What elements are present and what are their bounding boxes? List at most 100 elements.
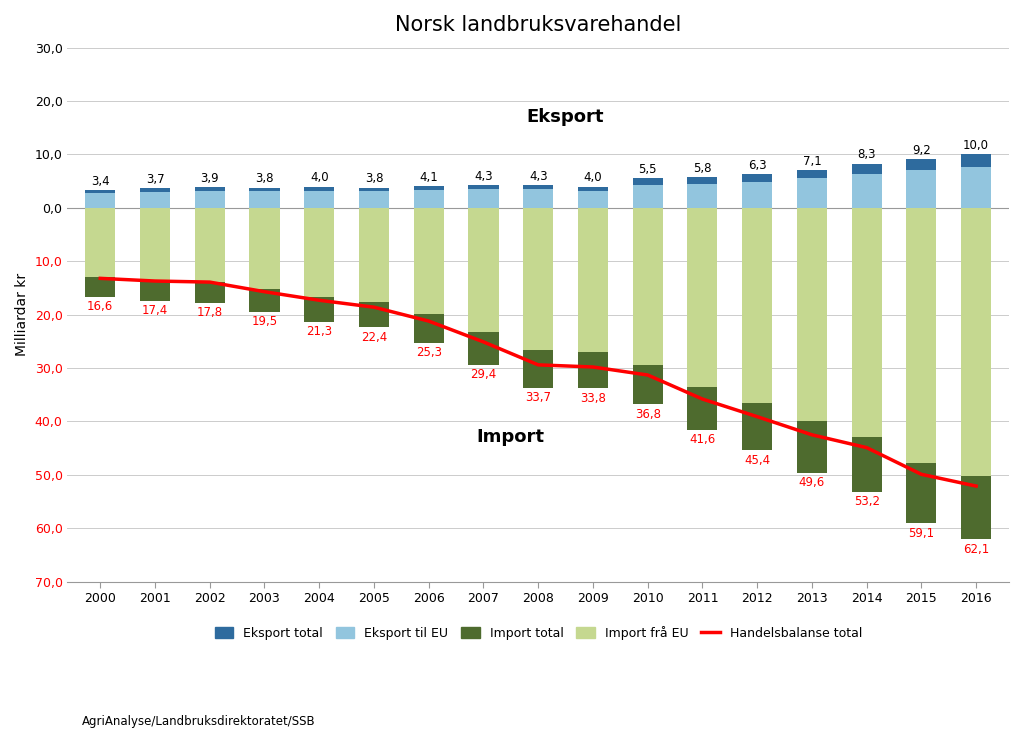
Bar (687, 184, 718, 208)
Text: 8,3: 8,3 (857, 149, 876, 161)
Bar (578, 352, 608, 389)
Bar (523, 208, 553, 351)
Bar (633, 208, 663, 365)
Bar (304, 191, 334, 208)
Bar (304, 187, 334, 191)
Bar (414, 186, 443, 190)
Text: AgriAnalyse/Landbruksdirektoratet/SSB: AgriAnalyse/Landbruksdirektoratet/SSB (82, 715, 315, 728)
Bar (359, 191, 389, 208)
Bar (85, 208, 116, 277)
Bar (578, 191, 608, 208)
Text: 19,5: 19,5 (252, 315, 278, 328)
Text: 41,6: 41,6 (689, 433, 716, 446)
Bar (633, 185, 663, 208)
Bar (797, 208, 827, 421)
Bar (250, 208, 280, 289)
Bar (468, 185, 499, 190)
Bar (523, 190, 553, 208)
Text: 25,3: 25,3 (416, 346, 441, 359)
Text: 4,0: 4,0 (584, 171, 602, 184)
Bar (633, 179, 663, 185)
Text: 5,8: 5,8 (693, 162, 712, 175)
Bar (468, 190, 499, 208)
Text: 21,3: 21,3 (306, 325, 333, 338)
Bar (742, 174, 772, 182)
Bar (962, 155, 991, 167)
Bar (852, 208, 882, 437)
Text: 33,7: 33,7 (525, 391, 551, 404)
Bar (852, 163, 882, 174)
Bar (195, 208, 225, 281)
Text: 4,3: 4,3 (528, 170, 548, 183)
Bar (742, 182, 772, 208)
Text: 5,5: 5,5 (638, 163, 657, 176)
Bar (633, 365, 663, 405)
Bar (852, 174, 882, 208)
Bar (962, 167, 991, 208)
Text: 22,4: 22,4 (360, 331, 387, 343)
Bar (523, 185, 553, 190)
Text: 49,6: 49,6 (799, 476, 825, 489)
Bar (85, 277, 116, 297)
Bar (414, 313, 443, 343)
Text: 29,4: 29,4 (470, 368, 497, 381)
Bar (962, 208, 991, 477)
Text: 3,4: 3,4 (91, 174, 110, 187)
Bar (797, 421, 827, 472)
Bar (140, 208, 170, 280)
Bar (523, 351, 553, 388)
Bar (140, 280, 170, 301)
Text: 59,1: 59,1 (908, 526, 935, 539)
Bar (687, 177, 718, 184)
Bar (85, 190, 116, 193)
Bar (359, 208, 389, 302)
Bar (906, 208, 937, 463)
Bar (195, 187, 225, 191)
Bar (195, 281, 225, 303)
Text: 4,0: 4,0 (310, 171, 329, 184)
Bar (468, 208, 499, 332)
Bar (578, 187, 608, 191)
Bar (742, 403, 772, 451)
Text: 16,6: 16,6 (87, 300, 114, 313)
Bar (797, 170, 827, 179)
Text: 6,3: 6,3 (748, 159, 767, 172)
Bar (250, 191, 280, 208)
Bar (304, 208, 334, 297)
Bar (195, 191, 225, 208)
Text: 7,1: 7,1 (803, 155, 821, 168)
Bar (906, 463, 937, 523)
Text: 3,9: 3,9 (201, 172, 219, 185)
Bar (578, 208, 608, 352)
Legend: Eksport total, Eksport til EU, Import total, Import frå EU, Handelsbalanse total: Eksport total, Eksport til EU, Import to… (210, 621, 867, 645)
Bar (359, 302, 389, 327)
Text: 62,1: 62,1 (963, 542, 989, 555)
Bar (852, 437, 882, 492)
Text: 45,4: 45,4 (744, 453, 770, 467)
Bar (468, 332, 499, 364)
Bar (687, 208, 718, 387)
Text: Import: Import (477, 429, 545, 446)
Text: 17,4: 17,4 (142, 304, 168, 317)
Text: 3,8: 3,8 (255, 173, 273, 185)
Text: 9,2: 9,2 (912, 144, 931, 157)
Bar (359, 187, 389, 191)
Bar (250, 289, 280, 312)
Bar (906, 170, 937, 208)
Text: 4,1: 4,1 (420, 171, 438, 184)
Bar (414, 208, 443, 313)
Bar (414, 190, 443, 208)
Bar (742, 208, 772, 403)
Bar (250, 187, 280, 191)
Text: 3,8: 3,8 (365, 173, 383, 185)
Text: 3,7: 3,7 (145, 173, 164, 186)
Bar (304, 297, 334, 321)
Bar (962, 477, 991, 539)
Text: 17,8: 17,8 (197, 306, 223, 319)
Bar (687, 387, 718, 430)
Text: 53,2: 53,2 (854, 495, 880, 508)
Text: 33,8: 33,8 (580, 391, 606, 405)
Y-axis label: Milliardar kr: Milliardar kr (15, 273, 29, 356)
Bar (797, 179, 827, 208)
Text: 36,8: 36,8 (635, 408, 660, 421)
